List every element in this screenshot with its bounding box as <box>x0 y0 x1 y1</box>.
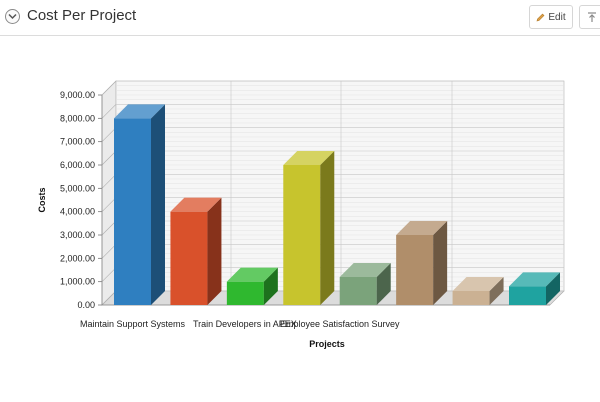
bar-front <box>283 165 321 305</box>
bar-front <box>226 281 264 305</box>
region-title: Cost Per Project <box>27 7 137 24</box>
y-tick-label: 5,000.00 <box>60 183 95 193</box>
bar-front <box>509 286 546 305</box>
side-wall <box>101 80 117 306</box>
y-tick-label: 4,000.00 <box>60 207 95 217</box>
bar <box>170 197 222 305</box>
side-gridline <box>101 80 117 96</box>
bar-side <box>320 151 335 305</box>
bar <box>452 277 504 305</box>
bar-top <box>114 104 165 119</box>
side-gridline <box>101 220 117 236</box>
bar-front <box>396 235 434 305</box>
side-gridline <box>101 150 117 166</box>
bar-top <box>283 151 335 165</box>
bar-front <box>339 277 377 305</box>
bar <box>396 221 448 305</box>
chevron-down-icon <box>8 13 17 20</box>
x-tick-label: Train Developers in APEX <box>193 319 297 329</box>
bar-front <box>170 211 208 305</box>
bar-side <box>151 104 165 305</box>
bar <box>226 267 278 305</box>
bar-top <box>339 263 391 277</box>
y-tick-label: 1,000.00 <box>60 277 95 287</box>
bar-top <box>170 197 222 212</box>
side-gridline <box>101 104 117 119</box>
arrow-top-icon <box>588 12 596 22</box>
bar-front <box>452 291 490 305</box>
top-button[interactable] <box>579 5 600 29</box>
bar <box>283 151 335 305</box>
edit-button[interactable]: Edit <box>529 5 573 29</box>
y-tick-label: 6,000.00 <box>60 160 95 170</box>
side-gridline <box>101 267 117 282</box>
bar-side <box>263 267 278 305</box>
bar <box>114 104 165 305</box>
bar-side <box>433 221 448 305</box>
y-tick-label: 2,000.00 <box>60 253 95 263</box>
side-gridline <box>101 244 117 259</box>
bar-top <box>509 272 560 287</box>
side-gridline <box>101 290 117 306</box>
y-tick-label: 0.00 <box>77 300 95 310</box>
y-tick-label: 9,000.00 <box>60 90 95 100</box>
bar-top <box>452 277 504 291</box>
x-tick-label: Maintain Support Systems <box>80 319 186 329</box>
bar <box>509 272 560 305</box>
pencil-icon <box>536 13 545 21</box>
edit-button-label: Edit <box>548 11 566 23</box>
side-gridline <box>101 174 117 189</box>
bar-side <box>489 277 504 305</box>
x-tick-label: Employee Satisfaction Survey <box>280 319 400 329</box>
bar <box>339 263 391 305</box>
side-gridline <box>101 197 117 212</box>
floor <box>101 290 565 306</box>
bar-side <box>376 263 391 305</box>
bar-top <box>396 221 448 235</box>
x-axis-title: Projects <box>309 339 345 349</box>
y-tick-label: 7,000.00 <box>60 137 95 147</box>
y-tick-label: 8,000.00 <box>60 113 95 123</box>
region-header: Cost Per Project Edit <box>0 0 600 36</box>
side-gridline <box>101 127 117 142</box>
bar-front <box>114 118 151 305</box>
bar-top <box>226 267 278 282</box>
collapse-button[interactable] <box>5 9 20 24</box>
y-axis-title: Costs <box>37 187 47 212</box>
back-wall <box>115 80 565 292</box>
bar-side <box>207 197 222 305</box>
y-tick-label: 3,000.00 <box>60 230 95 240</box>
bar-side <box>546 272 560 305</box>
